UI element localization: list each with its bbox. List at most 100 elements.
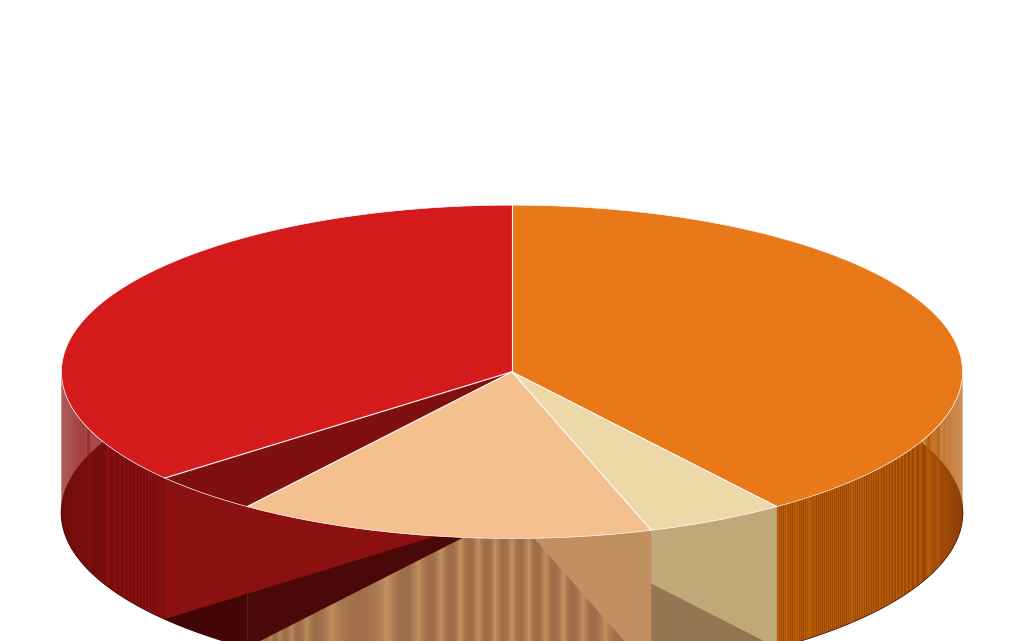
Polygon shape — [559, 538, 560, 641]
Polygon shape — [103, 442, 104, 584]
Polygon shape — [473, 538, 474, 641]
Polygon shape — [880, 467, 882, 609]
Polygon shape — [561, 537, 562, 641]
Polygon shape — [512, 372, 651, 641]
Polygon shape — [841, 485, 843, 627]
Polygon shape — [528, 538, 529, 641]
Polygon shape — [545, 538, 546, 641]
Polygon shape — [489, 538, 490, 641]
Polygon shape — [544, 538, 545, 641]
Polygon shape — [420, 535, 421, 641]
Polygon shape — [900, 456, 901, 597]
Polygon shape — [563, 537, 564, 641]
Polygon shape — [622, 533, 623, 641]
Polygon shape — [800, 499, 802, 641]
Polygon shape — [128, 459, 129, 601]
Polygon shape — [589, 536, 591, 641]
Polygon shape — [519, 538, 520, 641]
Polygon shape — [477, 538, 478, 641]
Polygon shape — [607, 535, 608, 641]
Polygon shape — [447, 537, 449, 641]
Polygon shape — [462, 537, 463, 641]
Polygon shape — [901, 454, 903, 597]
Polygon shape — [399, 533, 400, 641]
Polygon shape — [615, 534, 616, 641]
Polygon shape — [429, 536, 430, 641]
Polygon shape — [570, 537, 571, 641]
Polygon shape — [125, 457, 126, 599]
Polygon shape — [458, 537, 459, 641]
Polygon shape — [871, 471, 873, 613]
Polygon shape — [490, 538, 492, 641]
Polygon shape — [461, 537, 462, 641]
Polygon shape — [412, 534, 413, 641]
Polygon shape — [588, 536, 589, 641]
Polygon shape — [105, 444, 106, 586]
Polygon shape — [425, 535, 426, 641]
Polygon shape — [456, 537, 457, 641]
Polygon shape — [126, 458, 128, 600]
Polygon shape — [779, 505, 781, 641]
Polygon shape — [162, 476, 163, 619]
Polygon shape — [487, 538, 488, 641]
Polygon shape — [606, 535, 607, 641]
Polygon shape — [478, 538, 479, 641]
Polygon shape — [547, 538, 548, 641]
Polygon shape — [397, 533, 398, 641]
Polygon shape — [611, 534, 612, 641]
Polygon shape — [505, 538, 506, 641]
Polygon shape — [893, 460, 894, 602]
Polygon shape — [134, 463, 136, 604]
Polygon shape — [630, 533, 631, 641]
Polygon shape — [536, 538, 537, 641]
Polygon shape — [415, 535, 416, 641]
Polygon shape — [114, 450, 115, 592]
Polygon shape — [534, 538, 535, 641]
Polygon shape — [106, 445, 108, 587]
Polygon shape — [394, 533, 395, 641]
Polygon shape — [110, 446, 111, 588]
Polygon shape — [549, 538, 550, 641]
Polygon shape — [154, 473, 156, 615]
Polygon shape — [431, 536, 432, 641]
Polygon shape — [863, 476, 864, 617]
Polygon shape — [897, 458, 899, 599]
Polygon shape — [604, 535, 605, 641]
Polygon shape — [628, 533, 629, 641]
Polygon shape — [426, 535, 427, 641]
Polygon shape — [416, 535, 417, 641]
Polygon shape — [538, 538, 539, 641]
Polygon shape — [574, 537, 575, 641]
Polygon shape — [132, 462, 133, 603]
Polygon shape — [512, 205, 963, 506]
Polygon shape — [492, 538, 493, 641]
Polygon shape — [443, 537, 444, 641]
Polygon shape — [112, 448, 113, 590]
Polygon shape — [596, 535, 597, 641]
Polygon shape — [523, 538, 524, 641]
Polygon shape — [512, 372, 777, 641]
Polygon shape — [777, 506, 779, 641]
Polygon shape — [852, 480, 854, 622]
Polygon shape — [585, 536, 586, 641]
Polygon shape — [556, 538, 557, 641]
Polygon shape — [929, 434, 930, 576]
Polygon shape — [471, 538, 472, 641]
Polygon shape — [493, 538, 494, 641]
Polygon shape — [160, 476, 162, 617]
Polygon shape — [141, 467, 143, 608]
Polygon shape — [560, 537, 561, 641]
Polygon shape — [578, 537, 579, 641]
Polygon shape — [884, 465, 885, 607]
Polygon shape — [922, 440, 923, 583]
Polygon shape — [123, 456, 124, 597]
Polygon shape — [873, 470, 876, 612]
Polygon shape — [512, 372, 651, 641]
Polygon shape — [136, 463, 137, 605]
Polygon shape — [521, 538, 522, 641]
Polygon shape — [802, 499, 804, 640]
Polygon shape — [496, 538, 497, 641]
Polygon shape — [494, 538, 495, 641]
Polygon shape — [432, 536, 433, 641]
Polygon shape — [605, 535, 606, 641]
